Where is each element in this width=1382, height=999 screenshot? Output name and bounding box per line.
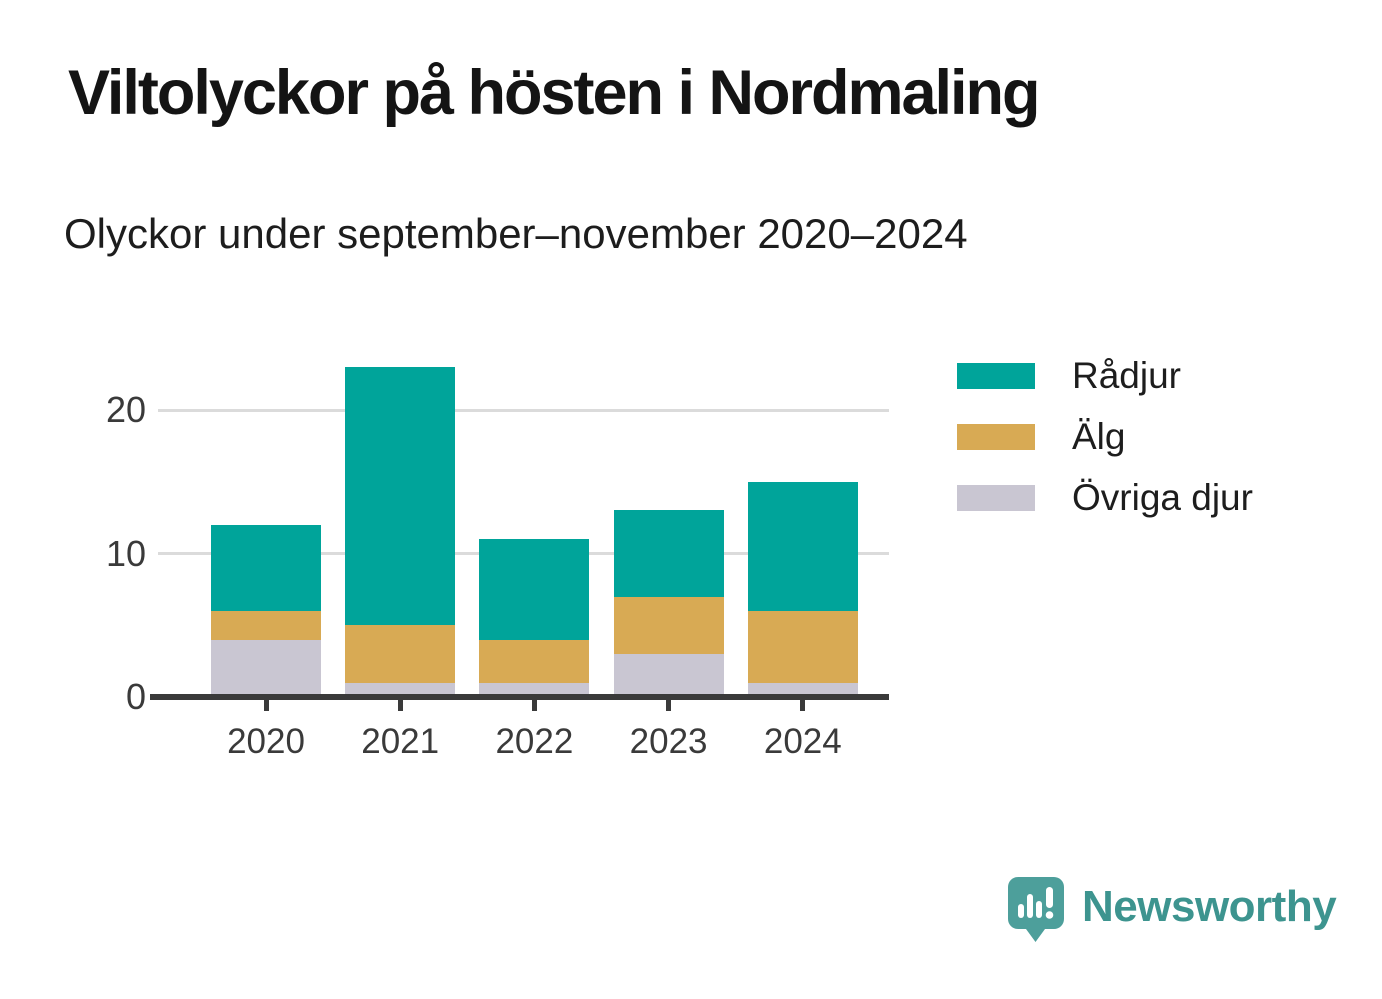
bar-segment-2023-Älg <box>613 596 724 654</box>
legend-swatch-1 <box>957 424 1035 450</box>
bar-segment-2021-Rådjur <box>345 366 456 626</box>
bar-segment-2023-Övriga djur <box>613 653 724 697</box>
bar-segment-2024-Älg <box>747 610 858 683</box>
chart-subtitle: Olyckor under september–november 2020–20… <box>64 210 968 257</box>
x-tick-2021 <box>397 700 403 711</box>
bar-segment-2022-Rådjur <box>479 539 590 640</box>
x-tick-2020 <box>263 700 269 711</box>
newsworthy-logo-icon <box>1008 877 1064 942</box>
x-axis-line <box>150 694 889 700</box>
gridline-y-20 <box>158 408 889 412</box>
x-tick-label-2020: 2020 <box>227 722 305 761</box>
bar-2020 <box>211 524 321 697</box>
x-tick-2023 <box>666 700 672 711</box>
bar-segment-2020-Övriga djur <box>211 639 321 697</box>
legend-item-2: Övriga djur <box>957 477 1253 518</box>
legend-label-0: Rådjur <box>1072 355 1181 396</box>
legend-swatch-2 <box>957 485 1035 511</box>
bar-segment-2021-Älg <box>345 625 456 683</box>
bar-2023 <box>613 510 724 697</box>
y-tick-label-0: 0 <box>125 676 146 717</box>
bar-segment-2022-Övriga djur <box>479 682 590 697</box>
bar-2021 <box>345 366 456 697</box>
y-tick-label-20: 20 <box>105 389 146 430</box>
bar-segment-2024-Övriga djur <box>747 682 858 697</box>
legend-item-1: Älg <box>957 416 1253 457</box>
bar-2024 <box>747 481 858 697</box>
chart-title: Viltolyckor på hösten i Nordmaling <box>68 58 1041 128</box>
bar-segment-2020-Älg <box>211 610 321 640</box>
x-tick-label-2024: 2024 <box>763 722 842 761</box>
x-tick-label-2022: 2022 <box>495 722 574 761</box>
bar-segment-2020-Rådjur <box>211 524 321 611</box>
bar-segment-2023-Rådjur <box>613 510 724 597</box>
x-tick-label-2021: 2021 <box>361 722 440 761</box>
bar-segment-2022-Älg <box>479 639 590 683</box>
plot-area <box>158 337 889 697</box>
newsworthy-logo-text: Newsworthy <box>1082 882 1337 931</box>
x-tick-2024 <box>800 700 806 711</box>
bar-2022 <box>479 539 590 697</box>
x-tick-2022 <box>531 700 537 711</box>
legend: Rådjur Älg Övriga djur <box>957 355 1253 546</box>
bar-segment-2024-Rådjur <box>747 481 858 611</box>
legend-label-2: Övriga djur <box>1072 477 1253 518</box>
bar-segment-2021-Övriga djur <box>345 682 456 697</box>
legend-item-0: Rådjur <box>957 355 1253 396</box>
y-tick-label-10: 10 <box>105 532 146 574</box>
x-tick-label-2023: 2023 <box>629 722 708 761</box>
legend-label-1: Älg <box>1072 416 1126 457</box>
newsworthy-logo: Newsworthy <box>1008 877 1337 943</box>
legend-swatch-0 <box>957 363 1035 389</box>
